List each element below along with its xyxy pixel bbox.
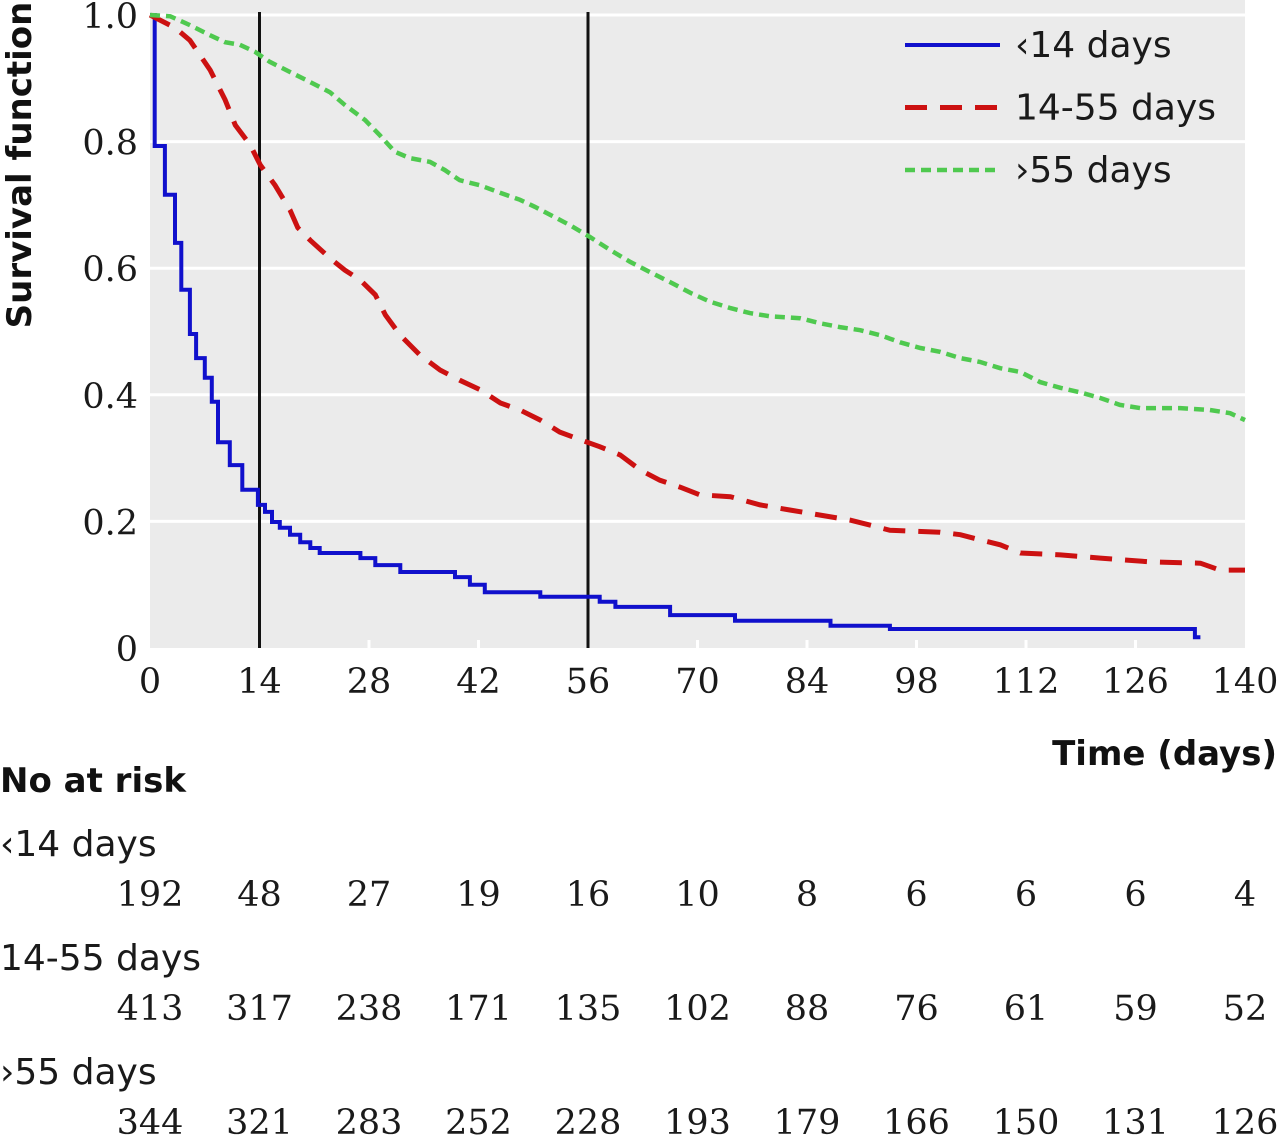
risk-count: 88 — [785, 989, 830, 1029]
y-tick-label: 0.4 — [82, 377, 138, 417]
risk-count: 4 — [1234, 875, 1256, 915]
risk-count: 150 — [993, 1103, 1060, 1138]
survival-curve-3 — [149, 12, 1246, 423]
risk-row-label: ‹14 days — [0, 824, 157, 865]
risk-table: No at risk ‹14 days 192 48 27 19 16 10 8 6 6 6 4 14-… — [0, 761, 1278, 1138]
x-tick-label: 98 — [894, 662, 939, 702]
y-tick-label: 0 — [116, 630, 138, 670]
risk-count: 6 — [1015, 875, 1037, 915]
risk-count: 48 — [237, 875, 282, 915]
risk-count: 193 — [664, 1103, 731, 1138]
y-tick-label: 1.0 — [82, 0, 138, 37]
gridlines — [150, 13, 1245, 523]
reference-lines — [258, 12, 590, 648]
x-tick-label: 56 — [566, 662, 611, 702]
legend-label-3: ›55 days — [1015, 150, 1172, 191]
risk-count: 135 — [555, 989, 622, 1029]
survival-curve-2 — [148, 12, 1245, 573]
y-tick-label: 0.8 — [82, 124, 138, 164]
risk-count: 166 — [883, 1103, 950, 1138]
risk-count: 321 — [226, 1103, 293, 1138]
risk-count: 131 — [1102, 1103, 1169, 1138]
plot-background — [150, 0, 1245, 648]
risk-table-title: No at risk — [0, 761, 187, 801]
risk-row-label: ›55 days — [0, 1052, 157, 1093]
risk-row-3: ›55 days 344 321 283 252 228 193 179 166 150 131 12… — [0, 1052, 1278, 1138]
risk-count: 52 — [1223, 989, 1268, 1029]
risk-count: 102 — [664, 989, 731, 1029]
risk-count: 171 — [445, 989, 512, 1029]
risk-count: 283 — [336, 1103, 403, 1138]
risk-count: 192 — [117, 875, 184, 915]
risk-count: 76 — [894, 989, 939, 1029]
x-tick-label: 84 — [785, 662, 830, 702]
risk-count: 27 — [347, 875, 392, 915]
legend-entry-1: ‹14 days — [905, 25, 1172, 66]
x-tick-label: 42 — [456, 662, 501, 702]
risk-count: 16 — [566, 875, 611, 915]
legend-label-2: 14-55 days — [1015, 88, 1216, 129]
legend: ‹14 days 14-55 days ›55 days — [905, 25, 1216, 191]
risk-count: 6 — [905, 875, 927, 915]
y-axis-tick-labels: 0 0.2 0.4 0.6 0.8 1.0 — [82, 0, 138, 670]
y-tick-label: 0.2 — [82, 503, 138, 543]
legend-label-1: ‹14 days — [1015, 25, 1172, 66]
x-tick-label: 126 — [1102, 662, 1169, 702]
risk-row-1: ‹14 days 192 48 27 19 16 10 8 6 6 6 4 — [0, 824, 1256, 915]
x-axis-label: Time (days) — [1052, 734, 1277, 774]
x-tick-label: 0 — [139, 662, 161, 702]
y-tick-label: 0.6 — [82, 250, 138, 290]
x-tick-label: 70 — [675, 662, 720, 702]
risk-count: 59 — [1113, 989, 1158, 1029]
risk-count: 19 — [456, 875, 501, 915]
survival-curve-1 — [150, 13, 1201, 640]
risk-count: 61 — [1004, 989, 1049, 1029]
risk-count: 6 — [1124, 875, 1146, 915]
risk-count: 126 — [1212, 1103, 1279, 1138]
risk-count: 413 — [117, 989, 184, 1029]
risk-count: 8 — [796, 875, 818, 915]
x-tick-label: 28 — [347, 662, 392, 702]
risk-row-2: 14-55 days 413 317 238 171 135 102 88 76 61 59 52 — [0, 938, 1267, 1029]
risk-table-rows: ‹14 days 192 48 27 19 16 10 8 6 6 6 4 14-55 days 413 3… — [0, 824, 1278, 1138]
risk-count: 238 — [336, 989, 403, 1029]
legend-entry-3: ›55 days — [905, 150, 1172, 191]
risk-count: 344 — [117, 1103, 184, 1138]
risk-row-label: 14-55 days — [0, 938, 201, 979]
risk-count: 252 — [445, 1103, 512, 1138]
risk-count: 10 — [675, 875, 720, 915]
plot-area — [150, 0, 1245, 648]
x-tick-label: 140 — [1212, 662, 1279, 702]
y-axis-label: Survival function — [0, 2, 40, 329]
risk-count: 179 — [774, 1103, 841, 1138]
survival-curves — [148, 12, 1246, 640]
legend-entry-2: 14-55 days — [905, 88, 1216, 129]
x-tick-label: 14 — [237, 662, 282, 702]
risk-count: 228 — [555, 1103, 622, 1138]
risk-count: 317 — [226, 989, 293, 1029]
x-tick-label: 112 — [993, 662, 1060, 702]
x-axis-tick-labels: 0 14 28 42 56 70 84 98 112 126 140 — [139, 662, 1279, 702]
